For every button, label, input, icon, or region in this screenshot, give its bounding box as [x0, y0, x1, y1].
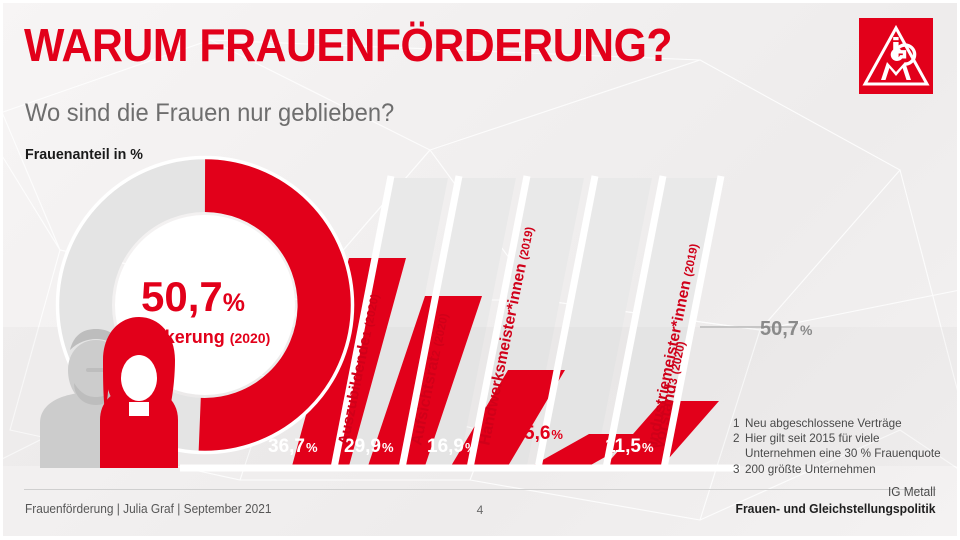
donut-label: Bevölkerung (2020): [78, 327, 308, 348]
donut-label-year: (2020): [229, 330, 271, 346]
footer-department: Frauen- und Gleichstellungspolitik: [735, 501, 935, 516]
footnote-2-continuation: Unternehmen eine 30 % Frauenquote: [745, 447, 941, 461]
bar-value-industriemeister-number: 5,6: [524, 423, 551, 444]
donut-value-unit: %: [222, 289, 245, 317]
bar-value-vorstand-number: 11,5: [605, 436, 641, 457]
footer-right-block: IG Metall Frauen- und Gleichstellungspol…: [725, 484, 935, 517]
reference-value-unit: %: [799, 322, 813, 338]
footnote-2-number: 2: [733, 432, 740, 446]
footnote-2-text: Hier gilt seit 2015 für viele: [745, 432, 880, 446]
footnote-3-number: 3: [733, 462, 740, 476]
bar-value-handwerksmeister-number: 16,9: [427, 436, 464, 457]
ig-metall-logo: [859, 18, 933, 94]
footnote-item-3: 3 200 größte Unternehmen: [733, 462, 958, 477]
reference-value-label: 50,7%: [760, 318, 812, 341]
axis-caption: Frauenanteil in %: [25, 146, 143, 163]
footnote-3-text: 200 größte Unternehmen: [745, 462, 876, 476]
slide-border-left: [0, 0, 3, 540]
footnote-item-2: 2 Hier gilt seit 2015 für viele: [733, 431, 958, 446]
slide-border-top: [0, 0, 960, 3]
bar-value-auszubildende-number: 36,7: [268, 436, 305, 457]
bar-value-industriemeister: 5,6%: [524, 424, 563, 444]
footnote-1-text: Neu abgeschlossene Verträge: [745, 417, 902, 430]
bar-value-handwerksmeister-unit: %: [464, 440, 477, 455]
bar-value-auszubildende-unit: %: [305, 440, 318, 455]
donut-label-text: Bevölkerung: [115, 327, 225, 347]
donut-value: 50,7%: [98, 276, 288, 324]
slide-border-bottom: [0, 536, 960, 540]
footnote-item-1: 1 Neu abgeschlossene Verträge: [733, 416, 958, 431]
bar-value-industriemeister-unit: %: [551, 427, 563, 442]
page-subtitle: Wo sind die Frauen nur geblieben?: [25, 99, 395, 127]
bar-value-aufsichtsrat-unit: %: [381, 440, 394, 455]
footer-meta: Frauenförderung | Julia Graf | September…: [25, 502, 272, 516]
footer-organisation: IG Metall: [887, 485, 935, 499]
page-title: WARUM FRAUENFÖRDERUNG?: [24, 19, 673, 71]
bar-value-handwerksmeister: 16,9%: [427, 437, 477, 457]
reference-value-number: 50,7: [760, 318, 799, 340]
ig-metall-logo-mark: [862, 24, 930, 86]
donut-value-number: 50,7: [141, 273, 223, 320]
bar-value-auszubildende: 36,7%: [268, 437, 318, 457]
footnote-1-number: 1: [733, 417, 740, 430]
footnote-list: 1 Neu abgeschlossene Verträge 2 Hier gil…: [733, 416, 958, 477]
